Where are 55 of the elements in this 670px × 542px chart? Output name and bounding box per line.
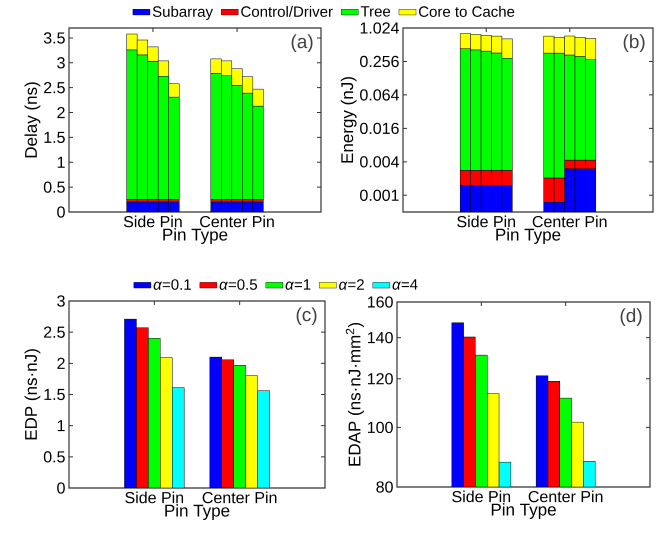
y-tick-label: 80 <box>376 481 393 493</box>
y-tick-label: 1 <box>58 156 65 168</box>
x-axis-title: Pin Type <box>163 228 228 244</box>
legend-label: α=4 <box>392 279 418 290</box>
y-tick-label: 1.024 <box>360 22 399 34</box>
legend-label: Tree <box>360 6 390 17</box>
x-tick-label: Side Pin <box>457 216 515 228</box>
y-tick-label: 100 <box>368 422 393 434</box>
x-tick-label: Side Pin <box>124 216 182 228</box>
x-axis-title: Pin Type <box>492 503 556 519</box>
legend-label: α=1 <box>286 279 310 290</box>
x-tick-label: Side Pin <box>452 490 510 502</box>
y-tick-label: 2 <box>57 106 65 118</box>
y-tick-label: 1.5 <box>44 132 65 143</box>
y-tick-label: 0.5 <box>44 181 65 193</box>
legend-label: Control/Driver <box>241 6 333 17</box>
y-tick-label: 2.5 <box>44 82 65 94</box>
legend-label: α=0.5 <box>220 279 257 290</box>
y-axis-title: EDP (ns·nJ) <box>24 349 40 440</box>
y-tick-label: 3.5 <box>44 32 65 44</box>
x-tick-label: Center Pin <box>202 492 276 504</box>
x-tick-label: Center Pin <box>532 216 606 228</box>
y-tick-label: 0.004 <box>360 156 399 168</box>
text: (a) <box>292 34 313 52</box>
y-axis-title: EDAP (ns·nJ·mm$^{2}$) <box>346 323 364 466</box>
y-tick-label: 0 <box>57 482 65 494</box>
legend-label: α=2 <box>339 279 364 290</box>
y-tick-label: 2 <box>57 358 65 369</box>
annotation: (c) <box>296 307 316 326</box>
y-tick-label: 0.001 <box>360 190 399 201</box>
y-tick-label: 0.256 <box>360 56 399 68</box>
y-tick-label: 160 <box>368 296 393 308</box>
y-tick-label: 140 <box>368 332 393 344</box>
y-tick-label: 1 <box>58 420 65 432</box>
y-tick-label: 0.5 <box>44 451 65 462</box>
text: (b) <box>624 34 645 52</box>
x-tick-label: Side Pin <box>125 492 184 504</box>
annotation: (d) <box>620 308 642 326</box>
y-tick-label: 0.016 <box>360 122 399 134</box>
y-tick-label: 1.5 <box>44 388 65 400</box>
y-tick-label: 2.5 <box>44 326 65 338</box>
y-axis-title: Delay (ns) <box>24 82 40 158</box>
y-tick-label: 120 <box>368 373 393 384</box>
y-tick-label: 0.064 <box>360 89 399 101</box>
x-axis-title: Pin Type <box>165 504 230 520</box>
y-tick-label: 3 <box>57 295 65 307</box>
legend-label: Subarray <box>152 6 213 20</box>
x-tick-label: Center Pin <box>200 216 274 228</box>
x-tick-label: Center Pin <box>528 490 602 502</box>
y-tick-label: 3 <box>57 57 65 68</box>
y-axis-title: Energy (nJ) <box>340 77 357 163</box>
legend-label: Core to Cache <box>419 6 514 17</box>
x-axis-title: Pin Type <box>496 228 560 244</box>
y-tick-label: 0 <box>57 206 65 218</box>
legend-label: α=0.1 <box>154 279 191 290</box>
